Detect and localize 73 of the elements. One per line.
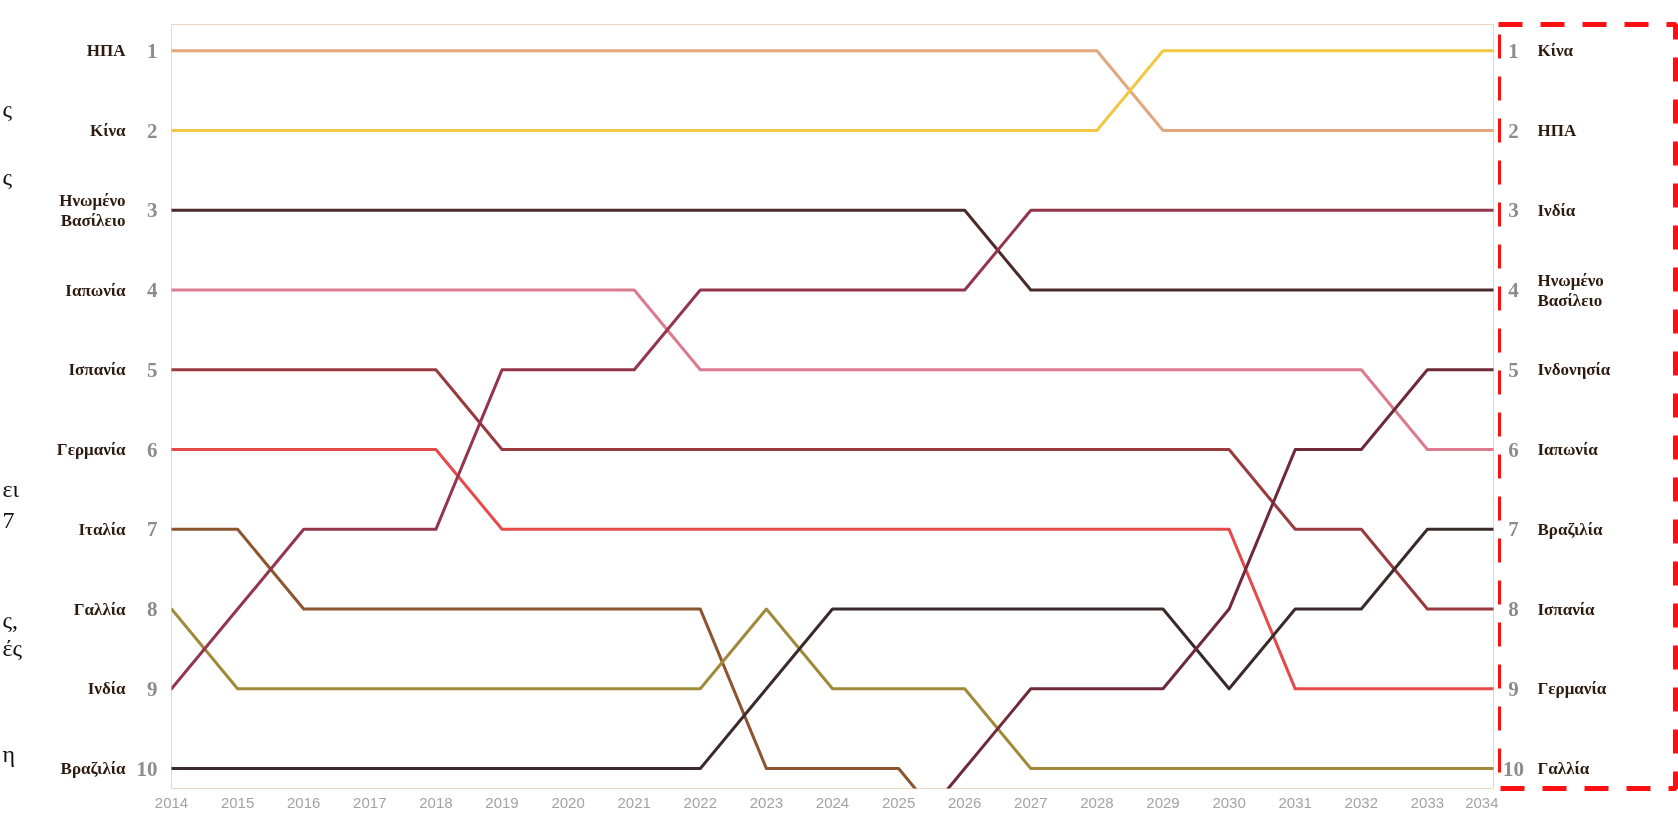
text: ει (2, 476, 20, 503)
y-tick-label: 6 (147, 437, 158, 462)
text: Γαλλία (73, 599, 126, 619)
text: ς (2, 95, 13, 122)
x-tick-label: 2028 (1080, 793, 1114, 811)
x-tick-label: 2027 (1014, 793, 1048, 811)
y-tick-label: 4 (147, 278, 158, 303)
y-tick-label: 10 (136, 756, 158, 781)
text: ΗΠΑ (86, 41, 126, 61)
text: Ηνωμένο Βασίλειο (59, 190, 126, 230)
text: ΗΠΑ (1537, 121, 1577, 141)
y-tick-label: 3 (147, 198, 158, 223)
y2-tick-label: 2 (1508, 118, 1519, 143)
x-tick-label: 2026 (948, 793, 982, 811)
line-series (171, 208, 1494, 691)
text: Κίνα (1537, 41, 1574, 61)
text: Γερμανία (56, 440, 126, 460)
line-series (946, 368, 1494, 789)
text: 7 (2, 506, 15, 533)
text: ές (2, 635, 23, 662)
text: Ηνωμένο Βασίλειο (1537, 270, 1604, 310)
text: ς (2, 163, 13, 190)
y-tick-label: 5 (147, 357, 158, 382)
text: ς, (2, 607, 19, 634)
line-series (171, 527, 1494, 771)
x-tick-label: 2018 (419, 793, 453, 811)
line-series (171, 368, 1494, 611)
text: Ινδονησία (1537, 360, 1611, 380)
y2-tick-label: 7 (1508, 517, 1519, 542)
y2-tick-label: 1 (1508, 38, 1519, 63)
x-tick-label: 2020 (551, 793, 585, 811)
text: Ισπανία (1537, 599, 1596, 619)
y-tick-label: 9 (147, 676, 158, 701)
x-tick-label: 2022 (683, 793, 717, 811)
text: Κίνα (89, 121, 126, 141)
x-tick-label: 2032 (1344, 793, 1378, 811)
x-tick-label: 2033 (1410, 793, 1445, 811)
x-tick-label: 2015 (220, 793, 255, 811)
text: Ισπανία (68, 360, 126, 380)
text: Ινδία (87, 679, 126, 699)
text: Ινδία (1537, 200, 1576, 220)
x-tick-label: 2034 (1465, 793, 1499, 811)
y-tick-label: 1 (147, 38, 158, 63)
y2-tick-label: 3 (1508, 198, 1519, 223)
y-tick-label: 8 (147, 597, 158, 622)
y2-tick-label: 8 (1508, 597, 1519, 622)
x-tick-label: 2030 (1212, 793, 1246, 811)
x-tick-label: 2019 (485, 793, 519, 811)
x-tick-label: 2029 (1146, 793, 1180, 811)
x-tick-label: 2025 (881, 793, 916, 811)
x-tick-label: 2014 (154, 793, 189, 811)
text: η (2, 740, 16, 767)
y2-tick-label: 10 (1503, 756, 1524, 781)
text: Γαλλία (1537, 759, 1590, 779)
y2-tick-label: 5 (1508, 357, 1519, 382)
y-tick-label: 7 (147, 517, 158, 542)
y2-tick-label: 9 (1508, 676, 1519, 701)
x-tick-label: 2017 (353, 793, 387, 811)
y-tick-label: 2 (147, 118, 158, 143)
text: Ιταλία (78, 519, 127, 539)
x-tick-label: 2031 (1278, 793, 1312, 811)
y2-tick-label: 6 (1508, 437, 1519, 462)
x-tick-label: 2024 (815, 793, 850, 811)
x-tick-label: 2023 (749, 793, 784, 811)
text: Βραζιλία (1537, 519, 1603, 539)
x-tick-label: 2016 (287, 793, 321, 811)
x-tick-label: 2021 (617, 793, 651, 811)
y2-tick-label: 4 (1508, 278, 1520, 303)
text: Ιαπωνία (65, 280, 126, 300)
text: Ιαπωνία (1537, 440, 1599, 460)
text: Βραζιλία (60, 759, 126, 779)
text: Γερμανία (1537, 679, 1607, 699)
line-series (171, 527, 917, 789)
